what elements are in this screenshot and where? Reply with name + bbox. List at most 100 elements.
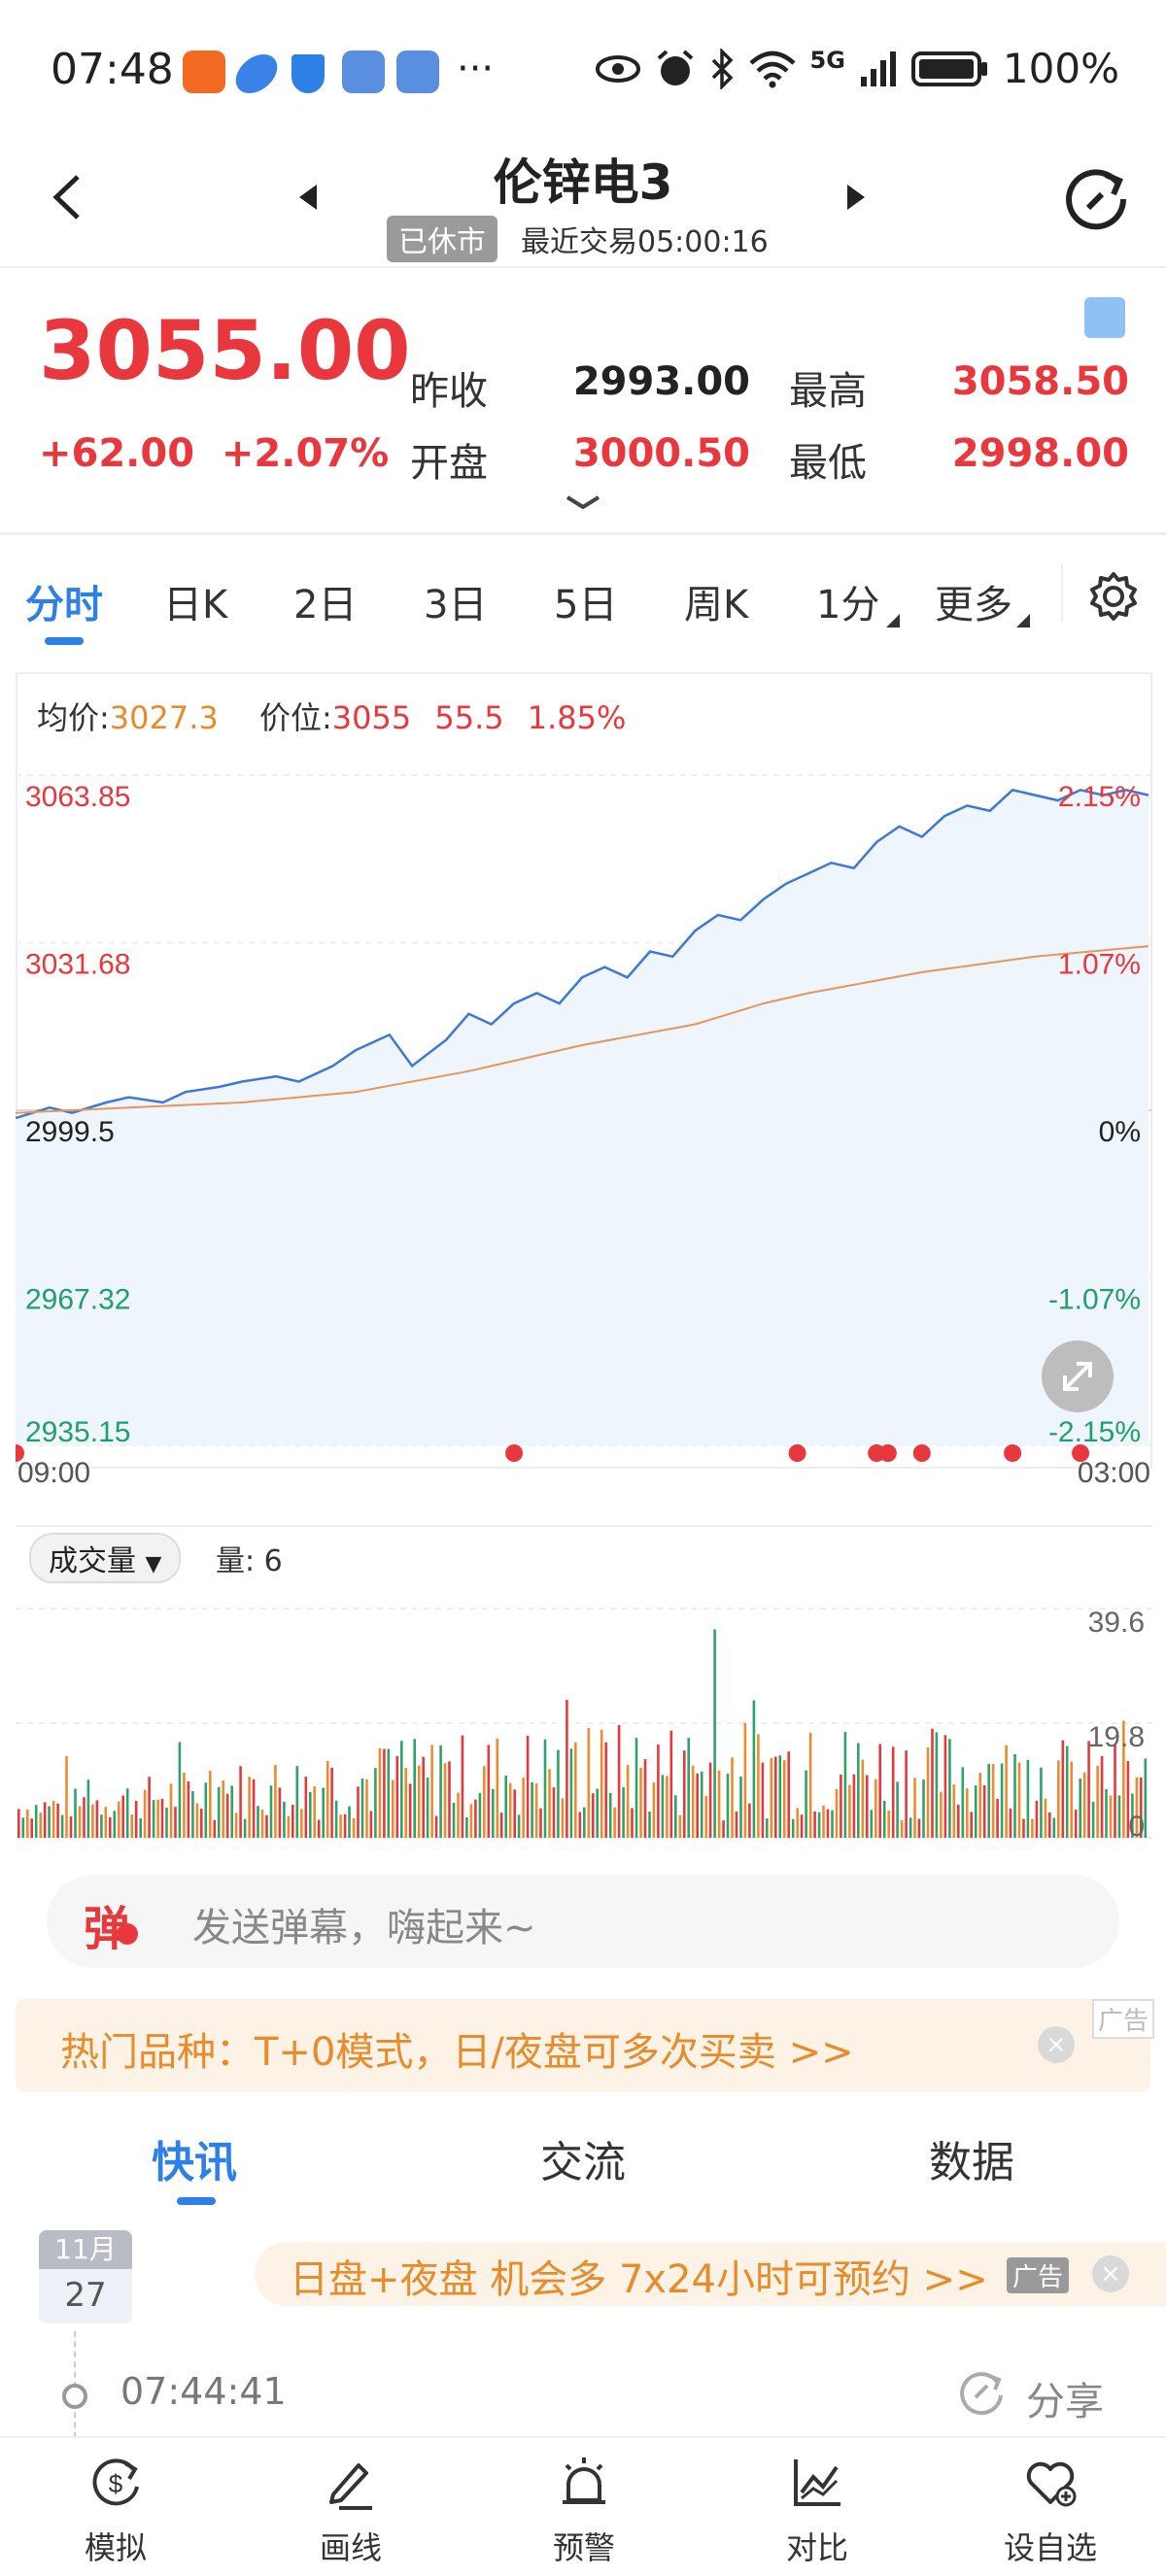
volume-bar [669,1730,673,1838]
volume-bar [1022,1818,1025,1838]
date-badge: 11月 27 [39,2230,132,2323]
volume-bar [1031,1818,1034,1838]
caret-down-icon: ▼ [145,1552,162,1576]
tab-1min[interactable]: 1分 [816,583,880,627]
volume-bar [143,1789,147,1838]
volume-bar [566,1700,568,1838]
volume-bar [1057,1760,1060,1838]
volume-bar [322,1787,325,1838]
volume-bar [713,1629,716,1838]
volume-bar [148,1777,151,1838]
volume-bar [104,1807,108,1838]
tab-weekly-k[interactable]: 周K [684,583,749,627]
volume-bar [417,1765,421,1838]
close-icon[interactable]: × [1038,2026,1075,2063]
tab-daily-k[interactable]: 日K [163,583,228,627]
nav-add-watchlist[interactable]: 设自选 [977,2452,1123,2568]
news-ad-text[interactable]: 日盘+夜盘 机会多 7x24小时可预约 >> [290,2257,988,2302]
volume-bar [996,1798,999,1838]
fullscreen-button[interactable] [1042,1340,1114,1412]
y-axis-price-label: 3063.85 [25,781,130,813]
volume-bar [948,1739,951,1838]
dropdown-corner-icon [1016,614,1030,627]
nav-draw[interactable]: 画线 [278,2452,424,2568]
volume-bar [1131,1793,1134,1838]
volume-bar [957,1804,960,1838]
volume-bar [634,1738,638,1838]
volume-bar [1087,1741,1090,1838]
app-notification-icon [342,51,385,93]
volume-bar [413,1739,416,1838]
close-icon[interactable]: × [1092,2255,1129,2292]
tab-more[interactable]: 更多 [935,583,1012,627]
volume-bar [457,1792,460,1838]
expand-chevron-icon[interactable] [564,493,602,513]
intraday-price-chart[interactable]: 3063.85 2.15% 3031.68 1.07% 2999.5 0% 2967.32 -… [16,754,1152,1502]
low-label: 最低 [789,441,867,486]
volume-bar [743,1722,747,1838]
volume-bar [118,1801,120,1838]
active-tab-indicator [177,2197,216,2205]
nav-simulate[interactable]: $ 模拟 [43,2452,189,2568]
volume-bar [1114,1745,1116,1838]
volume-bar [961,1767,965,1838]
settings-gear-icon[interactable] [1088,571,1139,622]
volume-bar [708,1762,712,1838]
next-contract-icon[interactable] [845,183,867,212]
tab-news-flash[interactable]: 快讯 [152,2138,237,2187]
volume-bar [492,1788,495,1838]
browser-notification-icon [229,54,284,93]
simulate-trade-icon: $ [92,2458,139,2506]
last-trade-time: 最近交易05:00:16 [521,225,769,259]
volume-bar [69,1816,73,1838]
high-value: 3058.50 [951,359,1129,404]
volume-bar [666,1776,669,1838]
volume-bar [1052,1817,1056,1838]
volume-bar [234,1813,238,1838]
tab-intraday[interactable]: 分时 [25,583,103,627]
tab-3day[interactable]: 3日 [424,583,488,627]
volume-bar [17,1809,20,1838]
volume-bar [717,1770,721,1838]
pie-chart-icon[interactable] [1084,297,1125,338]
volume-indicator-selector[interactable]: 成交量 ▼ [29,1533,182,1583]
volume-bar [348,1806,351,1838]
volume-bar [504,1776,507,1838]
volume-bar [843,1731,847,1838]
volume-bar [1035,1800,1039,1838]
price-line [16,788,1149,1120]
nav-alert[interactable]: 预警 [511,2452,657,2568]
refresh-icon[interactable] [1063,165,1131,233]
volume-bar [735,1811,738,1838]
volume-bar [648,1812,651,1838]
volume-bar [913,1778,916,1838]
volume-bar [1070,1761,1073,1838]
volume-bar [343,1813,347,1838]
volume-bar [1100,1755,1104,1838]
tab-5day[interactable]: 5日 [554,583,618,627]
back-arrow-icon[interactable] [47,173,86,221]
volume-bar [726,1774,730,1838]
volume-bar [805,1770,807,1838]
tab-data[interactable]: 数据 [929,2138,1014,2187]
nav-add-watchlist-label: 设自选 [1003,2529,1097,2566]
divider [16,1525,1152,1527]
dropdown-corner-icon [886,614,900,627]
ad-tag: 广告 [1007,2257,1070,2293]
tab-2day[interactable]: 2日 [293,583,358,627]
promo-banner[interactable] [16,1999,1150,2092]
more-notifications-icon: ··· [457,47,495,91]
danmaku-input[interactable] [47,1875,1119,1968]
share-button[interactable]: 分享 [1026,2380,1104,2424]
prev-contract-icon[interactable] [297,183,319,212]
volume-bar [1026,1759,1030,1838]
volume-bar [808,1732,812,1838]
volume-bar [217,1786,221,1838]
volume-bar [974,1785,977,1838]
nav-compare[interactable]: 对比 [744,2452,890,2568]
promo-text[interactable]: 热门品种：T+0模式，日/夜盘可多次买卖 >> [60,2030,854,2075]
share-icon[interactable] [956,2366,1007,2417]
tab-discussion[interactable]: 交流 [540,2138,626,2187]
open-label: 开盘 [410,441,488,486]
volume-bar [952,1784,956,1838]
